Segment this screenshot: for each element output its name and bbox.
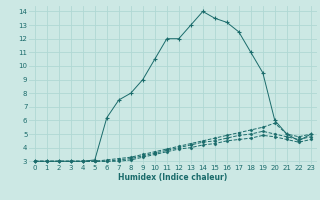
X-axis label: Humidex (Indice chaleur): Humidex (Indice chaleur) bbox=[118, 173, 228, 182]
